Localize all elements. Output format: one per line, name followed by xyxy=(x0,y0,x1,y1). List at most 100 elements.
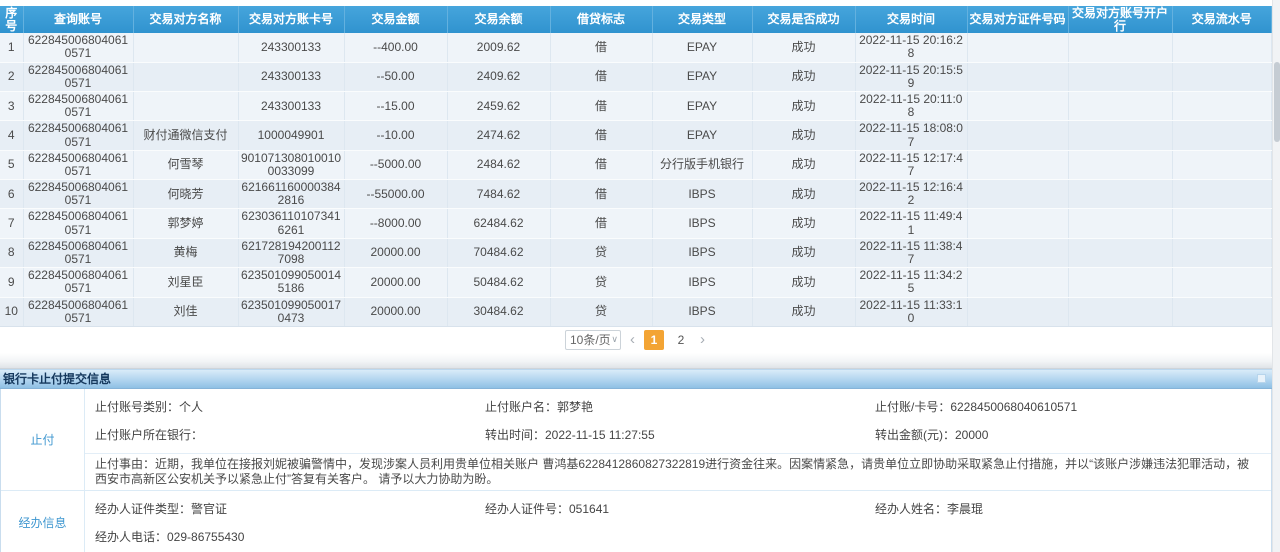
scrollbar-thumb[interactable] xyxy=(1274,62,1280,142)
cell: 刘星臣 xyxy=(133,267,239,298)
cell: 借 xyxy=(550,120,653,151)
cell: 何雪琴 xyxy=(133,150,239,181)
cell: IBPS xyxy=(652,297,753,327)
cell: 6228450068040610571 xyxy=(23,238,134,269)
vertical-scrollbar[interactable] xyxy=(1272,0,1280,552)
cell: 2022-11-15 11:38:47 xyxy=(855,238,968,269)
cell: 6228450068040610571 xyxy=(23,91,134,122)
fields-block: 止付账号类别：个人 止付账户名：郭梦艳 止付账/卡号：6228450068040… xyxy=(85,389,1271,453)
cell xyxy=(1068,179,1173,210)
cell: 6228450068040610571 xyxy=(23,62,134,92)
field-line: 经办人电话：029-86755430 xyxy=(85,523,1271,551)
cell: 6235010990500170473 xyxy=(238,297,345,327)
cell: 2459.62 xyxy=(447,91,551,122)
field-transfer-amount: 转出金额(元)：20000 xyxy=(875,428,989,443)
section-title-stop-payment: 银行卡止付提交信息 xyxy=(0,368,1272,389)
cell: 8 xyxy=(0,238,24,269)
cell: 成功 xyxy=(752,297,856,327)
column-header: 交易对方账号开户行 xyxy=(1068,6,1173,34)
cell xyxy=(1068,33,1173,63)
cell: IBPS xyxy=(652,208,753,239)
next-page-button[interactable]: › xyxy=(700,330,705,348)
cell: --15.00 xyxy=(344,91,448,122)
stop-payment-panel: 止付 止付账号类别：个人 止付账户名：郭梦艳 止付账/卡号：6228450068… xyxy=(0,388,1272,552)
cell: 分行版手机银行 xyxy=(652,150,753,181)
cell: 6228450068040610571 xyxy=(23,208,134,239)
cell: 10 xyxy=(0,297,24,327)
cell: 财付通微信支付 xyxy=(133,120,239,151)
pagination: 10条/页 ∨ ‹ 1 2 › xyxy=(0,327,1272,353)
cell: 郭梦婷 xyxy=(133,208,239,239)
column-header: 查询账号 xyxy=(23,6,134,34)
cell xyxy=(1172,150,1272,181)
cell: IBPS xyxy=(652,238,753,269)
cell: 243300133 xyxy=(238,62,345,92)
cell: 何晓芳 xyxy=(133,179,239,210)
cell: 6228450068040610571 xyxy=(23,120,134,151)
cell: 7 xyxy=(0,208,24,239)
table-row: 2 6228450068040610571 243300133 --50.00 2409… xyxy=(0,62,1272,92)
cell: 贷 xyxy=(550,238,653,269)
cell: 2022-11-15 12:17:47 xyxy=(855,150,968,181)
cell: 20000.00 xyxy=(344,238,448,269)
page-button-2[interactable]: 2 xyxy=(677,332,685,347)
cell: 6235010990500145186 xyxy=(238,267,345,298)
cell: 1 xyxy=(0,33,24,63)
page-button-1[interactable]: 1 xyxy=(644,329,664,350)
field-account-type: 止付账号类别：个人 xyxy=(95,400,204,415)
column-header: 交易金额 xyxy=(344,6,448,34)
field-line: 止付账户所在银行： 转出时间：2022-11-15 11:27:55 转出金额(… xyxy=(85,421,1271,449)
cell xyxy=(1068,238,1173,269)
table-row: 6 6228450068040610571 何晓芳 62166116000038428… xyxy=(0,179,1272,210)
cell xyxy=(967,297,1069,327)
cell xyxy=(1068,150,1173,181)
column-header: 交易余额 xyxy=(447,6,551,34)
cell: 2484.62 xyxy=(447,150,551,181)
field-card-number: 止付账/卡号：6228450068040610571 xyxy=(875,400,1078,415)
cell: 2022-11-15 11:34:25 xyxy=(855,267,968,298)
cell: 5 xyxy=(0,150,24,181)
cell: EPAY xyxy=(652,120,753,151)
cell xyxy=(967,208,1069,239)
cell xyxy=(967,150,1069,181)
cell xyxy=(1172,267,1272,298)
table-row: 1 6228450068040610571 243300133 --400.00 200… xyxy=(0,33,1272,63)
prev-page-button[interactable]: ‹ xyxy=(630,330,635,348)
field-handler-id-type: 经办人证件类型：警官证 xyxy=(95,502,228,517)
cell: 2022-11-15 18:08:07 xyxy=(855,120,968,151)
cell xyxy=(1172,297,1272,327)
table-row: 7 6228450068040610571 郭梦婷 62303611010734162… xyxy=(0,208,1272,239)
cell: 1000049901 xyxy=(238,120,345,151)
field-transfer-time: 转出时间：2022-11-15 11:27:55 xyxy=(485,428,655,443)
handler-info-group: 经办信息 经办人证件类型：警官证 经办人证件号：051641 经办人姓名：李晨琨… xyxy=(1,490,1271,552)
cell: --400.00 xyxy=(344,33,448,63)
table-row: 5 6228450068040610571 何雪琴 90107130801001000… xyxy=(0,150,1272,181)
column-header: 借贷标志 xyxy=(550,6,653,34)
cell: IBPS xyxy=(652,179,753,210)
cell: 2009.62 xyxy=(447,33,551,63)
cell: 243300133 xyxy=(238,33,345,63)
cell: 6217281942001127098 xyxy=(238,238,345,269)
field-account-bank: 止付账户所在银行： xyxy=(95,428,204,443)
cell: 6228450068040610571 xyxy=(23,33,134,63)
group-label-zhifu: 止付 xyxy=(1,388,85,490)
cell: 成功 xyxy=(752,179,856,210)
page-size-label: 10条/页 xyxy=(570,333,611,348)
section-title-text: 银行卡止付提交信息 xyxy=(3,372,112,387)
cell xyxy=(1172,33,1272,63)
cell: 成功 xyxy=(752,267,856,298)
collapse-icon[interactable] xyxy=(1257,374,1266,384)
cell: 243300133 xyxy=(238,91,345,122)
field-line: 经办人证件类型：警官证 经办人证件号：051641 经办人姓名：李晨琨 xyxy=(85,495,1271,523)
column-header: 交易流水号 xyxy=(1172,6,1272,34)
field-handler-name: 经办人姓名：李晨琨 xyxy=(875,502,984,517)
cell xyxy=(967,267,1069,298)
group-body: 经办人证件类型：警官证 经办人证件号：051641 经办人姓名：李晨琨 经办人电… xyxy=(85,491,1271,552)
cell: 成功 xyxy=(752,33,856,63)
page-size-select[interactable]: 10条/页 ∨ xyxy=(565,329,621,350)
table-row: 4 6228450068040610571 财付通微信支付 1000049901 --1… xyxy=(0,120,1272,151)
cell: --8000.00 xyxy=(344,208,448,239)
cell xyxy=(1068,62,1173,92)
cell: EPAY xyxy=(652,91,753,122)
